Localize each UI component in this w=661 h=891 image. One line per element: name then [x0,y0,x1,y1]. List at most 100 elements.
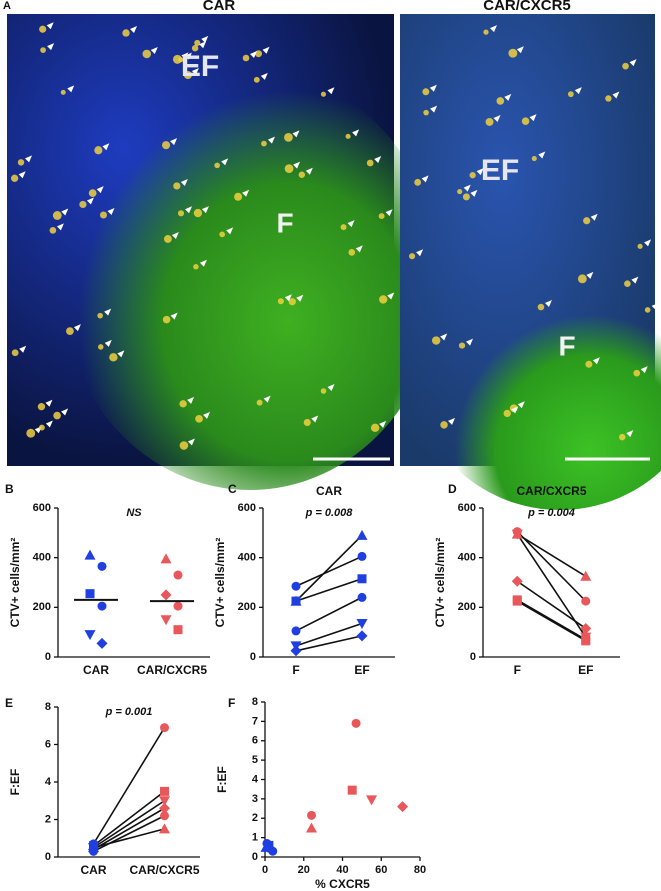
pair-line [295,635,363,652]
arrowhead [489,25,497,33]
point [159,796,170,807]
labeled-cell [195,414,203,423]
x-tick-label: EF [354,663,369,677]
labeled-cell [624,280,631,287]
point [511,529,523,540]
panel-letter: C [228,482,237,496]
labeled-cell [66,327,74,336]
y-axis-label: F:EF [8,769,22,796]
labeled-cell [191,44,199,52]
labeled-cell [469,172,476,179]
labeled-cell [172,54,182,64]
point [356,618,368,629]
labeled-cell [39,25,47,33]
labeled-cell [60,89,66,95]
y-tick-label: 6 [252,735,258,747]
arrowhead [385,209,393,217]
arrowhead [201,35,209,43]
arrowhead [242,189,250,197]
arrowhead [45,399,53,407]
arrowhead [387,292,395,300]
arrowhead [150,46,158,54]
y-tick-label: 3 [252,793,258,805]
arrowhead [296,294,304,302]
labeled-cell [94,146,103,155]
arrowhead [493,114,501,122]
region-label: EF [181,50,219,83]
y-tick-label: 6 [45,738,51,750]
arrowhead [250,50,258,58]
arrowhead [631,276,639,284]
labeled-cell [26,428,36,438]
arrowhead [102,143,110,151]
point [173,570,183,580]
y-tick-label: 0 [45,651,51,663]
labeled-cell [173,182,181,190]
labeled-cell [431,336,441,345]
labeled-cell [521,117,530,125]
arrowhead [171,231,179,239]
labeled-cell [320,388,327,394]
y-axis-label: F:EF [215,766,229,793]
arrowhead [117,350,125,358]
point [291,596,301,606]
arrowhead [107,208,115,216]
labeled-cell [179,400,187,408]
arrowhead [73,324,81,332]
arrowhead [260,72,268,80]
point [173,625,183,635]
point [291,626,301,636]
pair-line [516,533,587,638]
arrowhead [470,189,478,197]
labeled-cell [88,189,97,198]
y-tick-label: 7 [252,715,258,727]
arrowhead [327,87,335,95]
point [159,802,170,814]
labeled-cell [162,315,171,324]
point [160,615,172,626]
arrowhead [46,22,54,30]
panel-letter: D [448,482,457,496]
y-tick-label: 400 [33,552,51,564]
labeled-cell [458,342,466,349]
region-label: F [276,207,293,238]
arrowhead [184,52,192,60]
point [97,561,107,571]
x-tick-label: 80 [414,864,426,876]
point [260,841,272,852]
labeled-cell [366,159,374,167]
point [512,596,522,606]
point [347,785,357,795]
labeled-cell [508,48,518,58]
labeled-cell [214,162,220,169]
y-tick-label: 0 [45,851,51,863]
labeled-cell [633,369,641,377]
y-axis-label: CTV+ cells/mm² [433,538,447,628]
y-axis-label: CTV+ cells/mm² [8,538,22,628]
arrowhead [292,130,300,138]
arrowhead [352,129,360,137]
arrowhead [644,239,652,247]
image-title: CAR/CXCR5 [483,0,571,14]
arrowhead [47,43,55,51]
arrowhead [56,223,64,231]
labeled-cell [193,264,199,270]
arrowhead [374,155,382,163]
labeled-cell [537,303,545,311]
labeled-cell [340,224,347,231]
labeled-cell [53,411,61,420]
y-tick-label: 2 [252,812,258,824]
y-tick-label: 8 [45,701,51,713]
y-tick-label: 600 [33,502,51,514]
point [356,630,368,642]
labeled-cell [142,49,152,59]
pair-line [516,600,587,642]
arrowhead [416,249,424,257]
labeled-cell [37,403,46,411]
arrowhead [170,312,178,320]
labeled-cell [284,164,294,173]
arrowhead [476,168,484,176]
labeled-cell [379,295,388,304]
y-tick-label: 0 [470,651,476,663]
arrowhead [529,114,537,122]
